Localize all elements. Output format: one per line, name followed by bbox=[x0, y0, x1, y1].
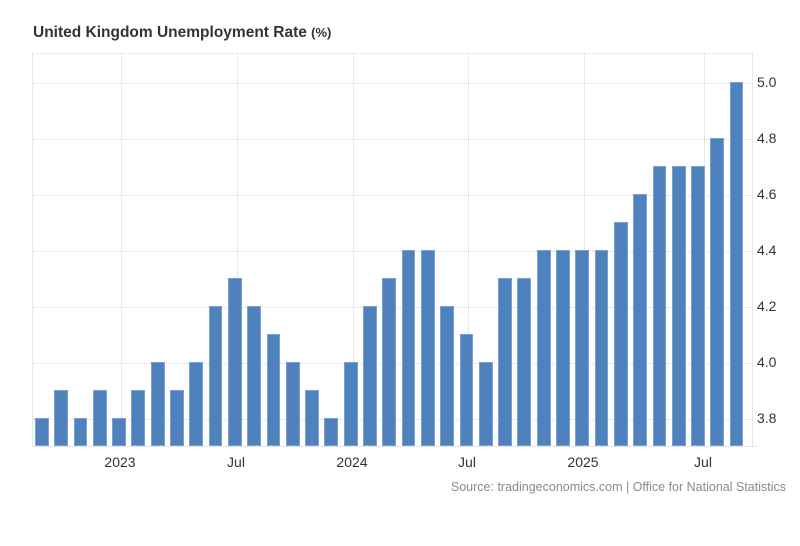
x-tick-label: 2023 bbox=[104, 454, 136, 470]
gridline-horizontal bbox=[33, 251, 753, 252]
y-tick-label: 4.8 bbox=[757, 130, 777, 146]
bar[interactable] bbox=[324, 418, 339, 446]
bar[interactable] bbox=[189, 362, 204, 446]
bar[interactable] bbox=[729, 82, 744, 446]
bar[interactable] bbox=[170, 390, 184, 446]
y-tick-label: 4.2 bbox=[757, 298, 777, 314]
bar[interactable] bbox=[92, 390, 107, 446]
bar[interactable] bbox=[227, 278, 242, 446]
bar[interactable] bbox=[671, 166, 686, 446]
y-tick-label: 4.0 bbox=[757, 354, 777, 370]
bar[interactable] bbox=[556, 250, 570, 446]
bar[interactable] bbox=[247, 306, 262, 446]
gridline-horizontal bbox=[33, 139, 753, 140]
y-tick-label: 5.0 bbox=[757, 74, 777, 90]
bar[interactable] bbox=[266, 334, 281, 446]
x-tick-label: Jul bbox=[458, 454, 476, 470]
y-axis-line bbox=[752, 53, 753, 447]
x-tick-label: 2024 bbox=[336, 454, 368, 470]
gridline-vertical bbox=[121, 54, 122, 447]
bar[interactable] bbox=[35, 418, 49, 446]
bar[interactable] bbox=[536, 250, 551, 446]
bar[interactable] bbox=[652, 166, 667, 446]
bar[interactable] bbox=[459, 334, 474, 446]
bar[interactable] bbox=[517, 278, 532, 446]
gridline-vertical bbox=[468, 54, 469, 447]
x-tick-label: Jul bbox=[694, 454, 712, 470]
bar[interactable] bbox=[440, 306, 455, 446]
bar[interactable] bbox=[131, 390, 146, 446]
bar[interactable] bbox=[285, 362, 300, 446]
gridline-horizontal bbox=[33, 83, 753, 84]
x-tick-label: Jul bbox=[227, 454, 245, 470]
bar[interactable] bbox=[478, 362, 493, 446]
bar[interactable] bbox=[613, 222, 628, 446]
bar[interactable] bbox=[401, 250, 416, 446]
bar[interactable] bbox=[710, 138, 725, 446]
bar[interactable] bbox=[498, 278, 512, 446]
y-tick-label: 3.8 bbox=[757, 410, 777, 426]
bar[interactable] bbox=[208, 306, 223, 446]
gridline-horizontal bbox=[33, 195, 753, 196]
x-tick-label: 2025 bbox=[567, 454, 599, 470]
source-credit: Source: tradingeconomics.com | Office fo… bbox=[450, 480, 786, 494]
gridline-vertical bbox=[353, 54, 354, 447]
y-tick-label: 4.4 bbox=[757, 242, 777, 258]
chart-unit: (%) bbox=[311, 25, 332, 40]
x-axis-line bbox=[32, 446, 757, 447]
bar[interactable] bbox=[691, 166, 705, 446]
bar[interactable] bbox=[150, 362, 165, 446]
bar[interactable] bbox=[575, 250, 590, 446]
bar[interactable] bbox=[594, 250, 609, 446]
y-tick-label: 4.6 bbox=[757, 186, 777, 202]
bar[interactable] bbox=[382, 278, 397, 446]
chart-title-text: United Kingdom Unemployment Rate bbox=[33, 24, 307, 41]
bar[interactable] bbox=[112, 418, 126, 446]
bar[interactable] bbox=[73, 418, 88, 446]
bar[interactable] bbox=[363, 306, 377, 446]
bar[interactable] bbox=[305, 390, 319, 446]
bar[interactable] bbox=[54, 390, 69, 446]
bar[interactable] bbox=[633, 194, 647, 446]
chart-title: United Kingdom Unemployment Rate (%) bbox=[33, 24, 331, 42]
bar[interactable] bbox=[420, 250, 435, 446]
bar[interactable] bbox=[343, 362, 358, 446]
gridline-vertical bbox=[237, 54, 238, 447]
